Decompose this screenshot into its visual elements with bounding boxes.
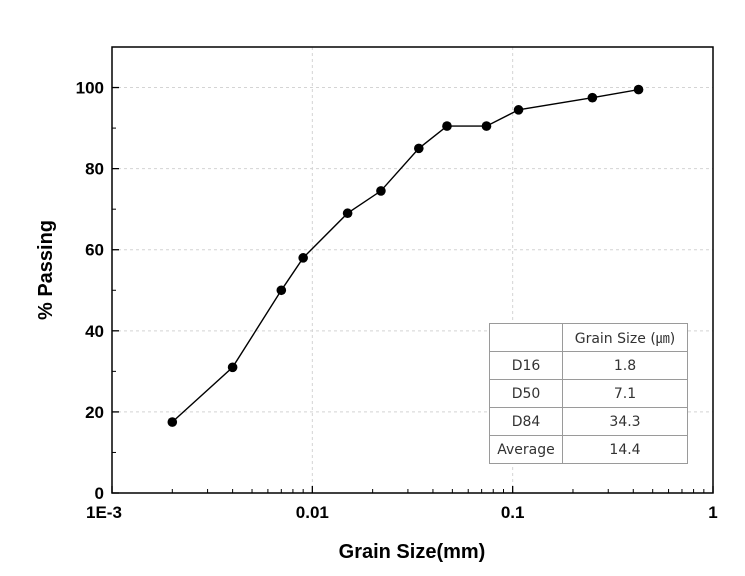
table-cell-value: 34.3 [562,407,688,436]
axis-ticks [111,86,714,494]
data-point [587,92,598,103]
table-cell-label: Average [489,435,563,464]
y-tick-label: 80 [85,160,104,179]
x-axis-title: Grain Size(mm) [339,541,486,563]
data-point [376,186,386,196]
data-point [513,105,524,115]
data-point [633,84,644,95]
data-points [167,84,644,427]
y-tick-label: 20 [85,403,104,422]
table-header-cell [489,323,563,352]
data-point [442,121,452,131]
table-cell-value: 14.4 [562,435,688,464]
table-row: D16 1.8 [489,351,688,380]
data-point [227,362,238,373]
y-tick-label: 60 [85,241,104,260]
x-tick-label: 1E-3 [86,503,122,522]
table-row: D50 7.1 [489,379,688,408]
plot-frame [111,46,714,494]
data-point [414,143,424,154]
table-cell-label: D84 [489,407,563,436]
x-tick-label: 1 [708,503,717,522]
x-tick-label: 0.1 [501,503,525,522]
table-header-row: Grain Size (㎛) [489,323,688,352]
series-line [171,88,639,423]
data-point [276,285,287,296]
table-cell-value: 1.8 [562,351,688,380]
data-point [342,208,353,219]
table-cell-value: 7.1 [562,379,688,408]
y-tick-labels: 0 20 40 60 80 100 [76,79,104,503]
table-header-cell: Grain Size (㎛) [562,323,688,352]
y-tick-label: 100 [76,79,104,98]
x-tick-labels: 1E-3 0.01 0.1 1 [86,503,718,522]
data-point [298,253,308,263]
table-cell-label: D16 [489,351,563,380]
table-cell-label: D50 [489,379,563,408]
data-point [167,417,178,427]
y-tick-label: 0 [95,484,104,503]
grain-size-summary-table: Grain Size (㎛) D16 1.8 D50 7.1 D84 34.3 … [489,323,688,464]
table-row: Average 14.4 [489,435,688,464]
x-tick-label: 0.01 [296,503,329,522]
table-row: D84 34.3 [489,407,688,436]
y-axis-title: % Passing [35,220,57,320]
y-tick-label: 40 [85,322,104,341]
data-point [481,121,492,131]
